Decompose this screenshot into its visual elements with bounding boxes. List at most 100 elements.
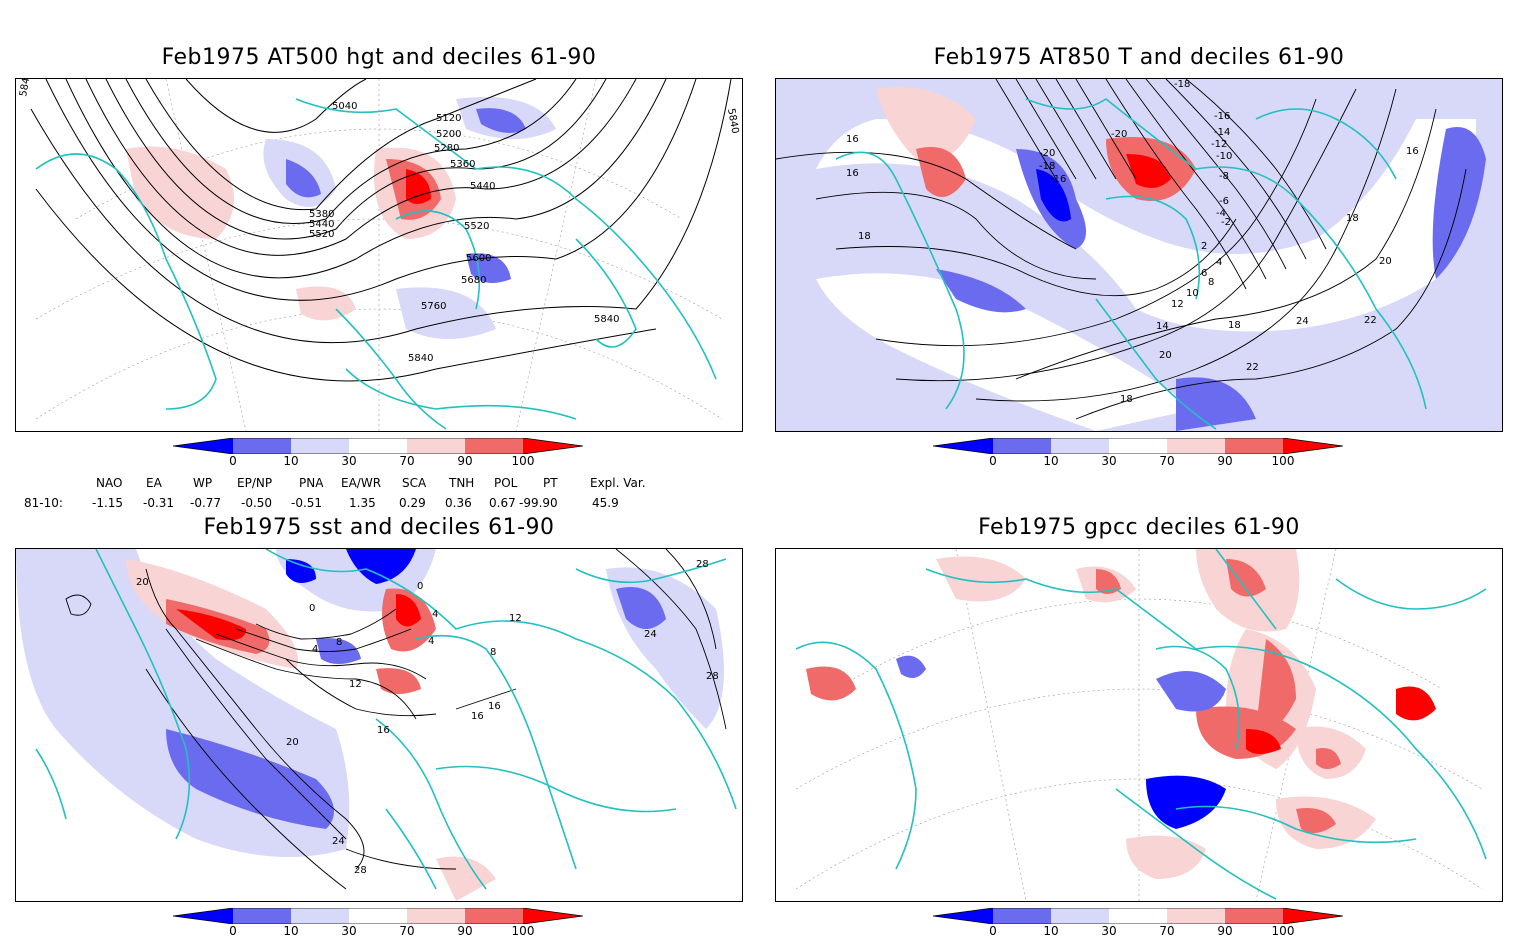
contour-label: 24 xyxy=(644,629,657,640)
sst-contours xyxy=(65,549,727,890)
contour-label: 28 xyxy=(354,865,367,876)
colorbar-850t: 0 10 30 70 90 100 xyxy=(932,437,1344,472)
panel-title-sst: Feb1975 sst and deciles 61-90 xyxy=(203,515,555,540)
contour-label: 20 xyxy=(1159,350,1172,361)
contour-label: 18 xyxy=(1228,320,1241,331)
contour-label: 0 xyxy=(417,581,423,592)
colorbar-graphic xyxy=(172,907,584,925)
index-header: PNA xyxy=(299,476,324,490)
contour-label: -14 xyxy=(1214,127,1230,138)
decile-shading xyxy=(126,97,556,339)
contour-label: 0 xyxy=(309,603,315,614)
contour-label: 24 xyxy=(332,836,345,847)
contour-label: 4 xyxy=(428,636,434,647)
colorbar-label: 30 xyxy=(341,454,357,468)
contour-label: -20 xyxy=(1111,129,1127,140)
coastlines xyxy=(795,549,1487,900)
panel-title-gpcc: Feb1975 gpcc deciles 61-90 xyxy=(978,515,1300,540)
map-panel-gpcc xyxy=(775,548,1503,902)
colorbar-label: 10 xyxy=(1043,454,1059,468)
temperature-contours xyxy=(776,79,1467,420)
contour-label: -10 xyxy=(1216,151,1232,162)
contour-label: 8 xyxy=(336,637,342,648)
contour-labels: -20 -18 -16 -18 -20 -16 -14 -12 -10 -8 -… xyxy=(846,79,1419,405)
colorbar-label: 70 xyxy=(1159,454,1175,468)
contour-label: 5840 xyxy=(725,108,740,135)
contour-label: 5440 xyxy=(470,181,495,192)
colorbar-label: 30 xyxy=(1101,924,1117,938)
index-header: NAO xyxy=(96,476,123,490)
coastlines xyxy=(35,549,737,890)
decile-shading xyxy=(806,549,1436,879)
contour-label: 5840 xyxy=(408,353,433,364)
index-row-label: 81-10: xyxy=(24,496,63,510)
contour-label: 4 xyxy=(1216,257,1222,268)
indices-table: NAO EA WP EP/NP PNA EA/WR SCA TNH POL PT… xyxy=(0,476,760,512)
contour-label: 16 xyxy=(471,711,484,722)
contour-label: 5520 xyxy=(309,229,334,240)
contour-label: 5200 xyxy=(436,129,461,140)
contour-label: 28 xyxy=(696,559,709,570)
contour-label: 5840 xyxy=(594,314,619,325)
colorbar-label: 100 xyxy=(511,924,535,938)
contour-label: 18 xyxy=(1346,213,1359,224)
contour-label: 28 xyxy=(706,671,719,682)
contour-label: -16 xyxy=(1214,111,1230,122)
index-header: WP xyxy=(193,476,213,490)
colorbar-label: 100 xyxy=(511,454,535,468)
colorbar-label: 10 xyxy=(283,454,299,468)
colorbar-label: 70 xyxy=(399,454,415,468)
index-value: -1.15 xyxy=(92,496,124,510)
colorbar-label: 30 xyxy=(341,924,357,938)
colorbar-label: 100 xyxy=(1271,454,1295,468)
contour-label: 20 xyxy=(286,737,299,748)
contour-label: -18 xyxy=(1039,161,1055,172)
contour-label: 2 xyxy=(1201,241,1207,252)
contour-label: 22 xyxy=(1246,362,1259,373)
coastlines xyxy=(35,98,717,430)
contour-label: 22 xyxy=(1364,315,1377,326)
colorbar-label: 0 xyxy=(989,454,997,468)
contour-label: 20 xyxy=(136,577,149,588)
index-header: EA xyxy=(146,476,162,490)
contour-label: 5120 xyxy=(436,113,461,124)
contour-label: 5380 xyxy=(309,209,334,220)
index-value: 0.29 xyxy=(399,496,426,510)
contour-label: 12 xyxy=(349,679,362,690)
index-value: 0.67 xyxy=(489,496,516,510)
contour-label: 10 xyxy=(1186,288,1199,299)
contour-label: 18 xyxy=(1120,394,1133,405)
contour-label: 12 xyxy=(1171,299,1184,310)
panel-title-850t: Feb1975 AT850 T and deciles 61-90 xyxy=(933,45,1345,70)
contour-label: -18 xyxy=(1174,79,1190,90)
colorbar-label: 10 xyxy=(1043,924,1059,938)
contour-label: 5840 xyxy=(18,79,33,98)
coastlines xyxy=(835,98,1427,430)
colorbar-label: 70 xyxy=(1159,924,1175,938)
contour-label: 20 xyxy=(1379,256,1392,267)
contour-label: 16 xyxy=(1406,146,1419,157)
contour-label: 5600 xyxy=(466,253,491,264)
colorbar-graphic xyxy=(932,907,1344,925)
colorbar-label: 90 xyxy=(457,454,473,468)
contour-label: -6 xyxy=(1219,196,1229,207)
contour-label: 16 xyxy=(846,168,859,179)
contour-label: 5280 xyxy=(434,143,459,154)
contour-label: 5520 xyxy=(464,221,489,232)
colorbar-label: 90 xyxy=(1217,454,1233,468)
index-header: SCA xyxy=(402,476,427,490)
contour-label: -2 xyxy=(1221,217,1231,228)
contour-label: 6 xyxy=(1201,268,1207,279)
contour-label: 8 xyxy=(1208,277,1214,288)
contour-label: -8 xyxy=(1219,171,1229,182)
contour-label: 24 xyxy=(1296,316,1309,327)
colorbar-graphic xyxy=(172,437,584,455)
contour-label: 4 xyxy=(312,644,318,655)
contour-labels: 5040 5120 5200 5280 5360 5440 5520 5600 … xyxy=(18,79,740,364)
colorbar-label: 30 xyxy=(1101,454,1117,468)
colorbar-gpcc: 0 10 30 70 90 100 xyxy=(932,907,1344,942)
contour-label: 5360 xyxy=(450,159,475,170)
colorbar-label: 10 xyxy=(283,924,299,938)
index-value: 0.36 xyxy=(445,496,472,510)
contour-label: 5040 xyxy=(332,101,357,112)
